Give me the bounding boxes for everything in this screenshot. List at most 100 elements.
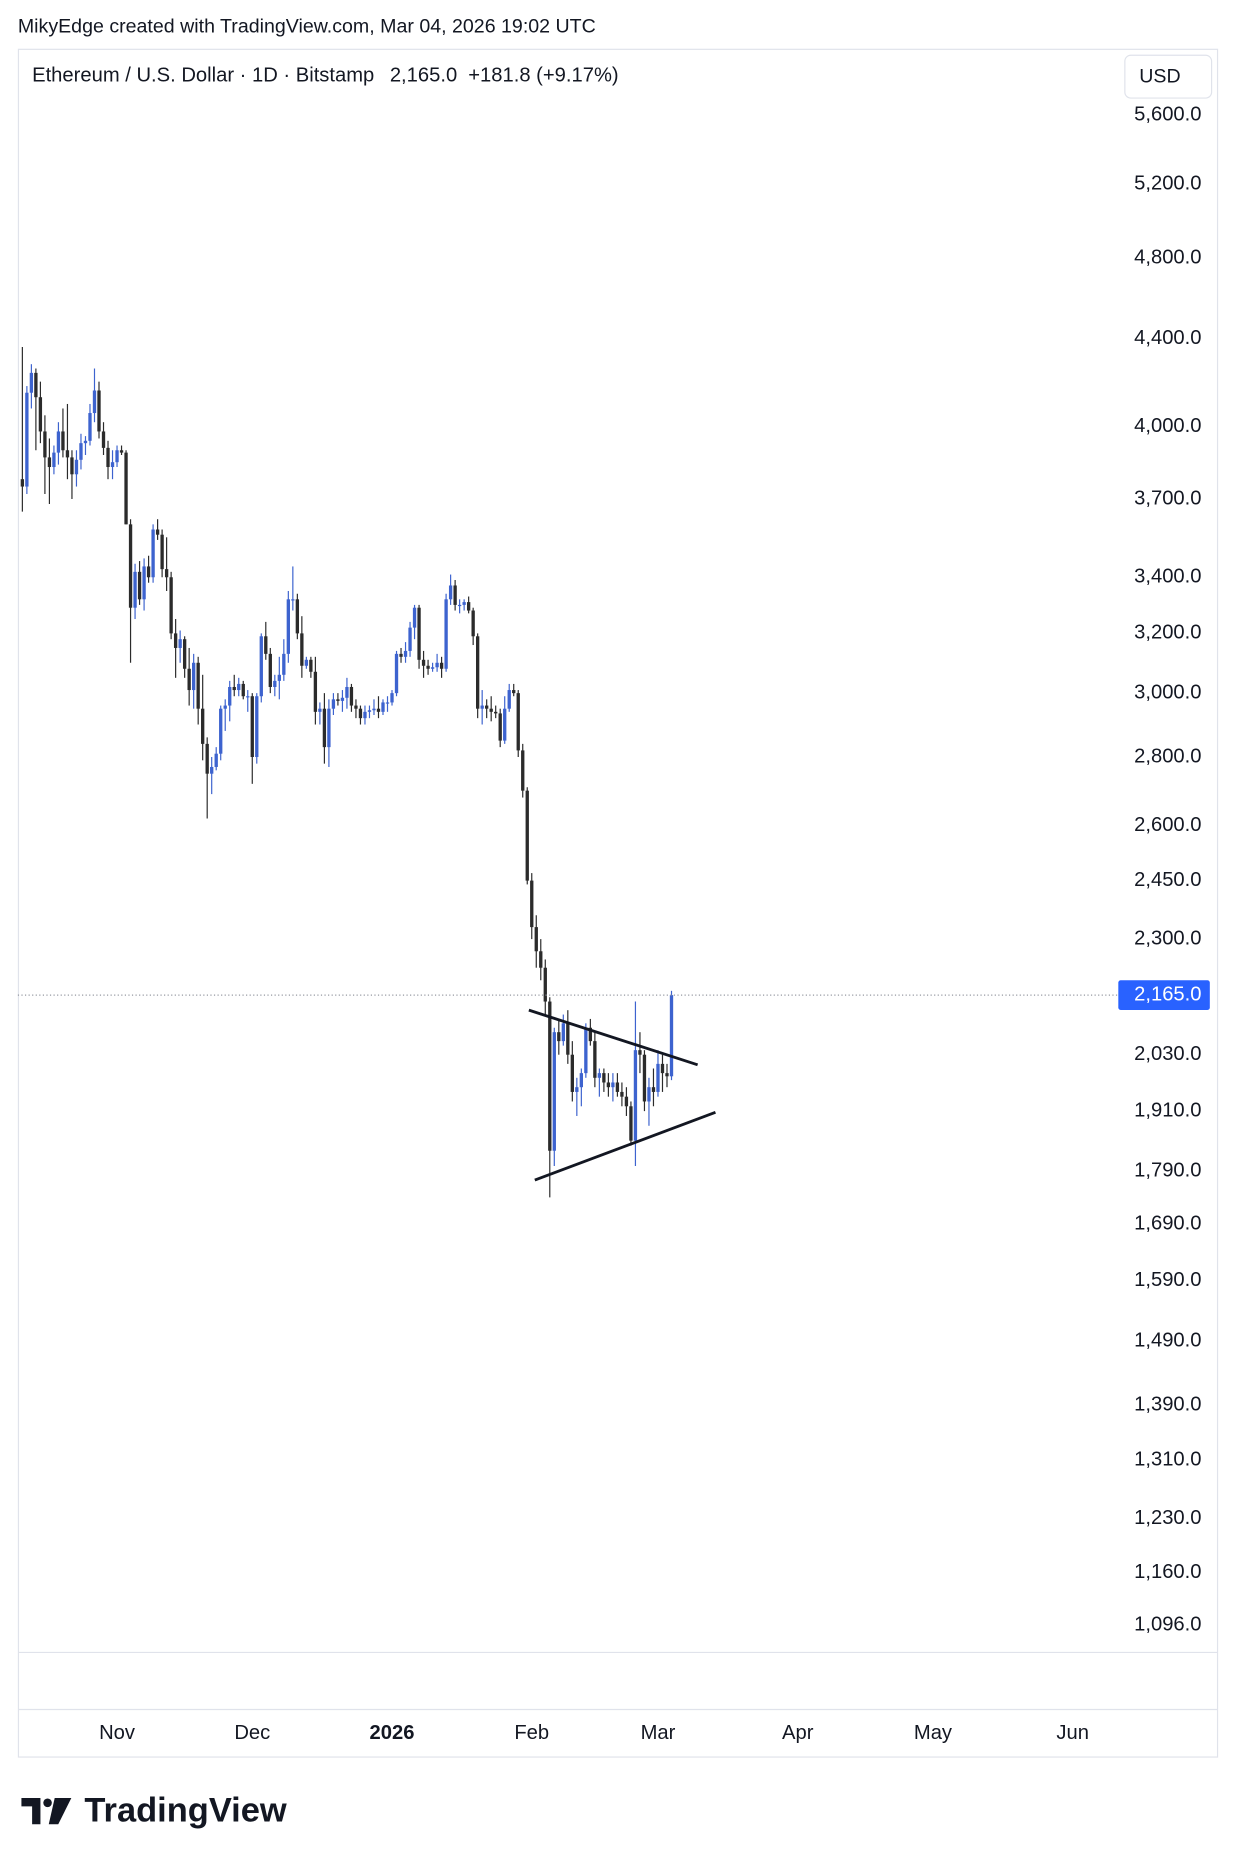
candle-body	[525, 790, 529, 881]
candle-body	[358, 708, 363, 719]
candle-body	[471, 610, 475, 637]
candle-body	[331, 699, 336, 709]
candle-body	[255, 696, 259, 758]
candle-body	[633, 1050, 638, 1141]
candle-body	[381, 702, 385, 712]
x-tick-label: Dec	[234, 1722, 270, 1744]
candle-body	[115, 450, 119, 463]
x-tick-label: Jun	[1056, 1722, 1089, 1744]
candle-body	[498, 713, 502, 741]
y-tick-label: 1,910.0	[1134, 1099, 1201, 1121]
candle-body	[507, 690, 511, 709]
y-tick-label: 1,690.0	[1134, 1213, 1201, 1235]
price-change: +181.8 (+9.17%)	[468, 64, 618, 86]
x-tick-label: 2026	[370, 1722, 415, 1744]
candle-body	[606, 1082, 611, 1088]
candle-body	[124, 452, 128, 525]
candle-body	[426, 665, 430, 669]
candle-body	[385, 702, 390, 704]
candle-body	[259, 636, 263, 697]
candle-body	[408, 627, 412, 651]
candle-body	[25, 392, 29, 487]
logo-mark	[43, 1798, 52, 1808]
candle-body	[349, 686, 354, 706]
candle-body	[345, 686, 349, 698]
y-tick-label: 4,400.0	[1134, 327, 1201, 349]
candle-body	[47, 457, 52, 468]
candle-body	[313, 671, 318, 712]
candle-body	[462, 602, 466, 605]
candle-body	[394, 653, 399, 694]
logo: TradingView	[21, 1791, 287, 1829]
candle-body	[295, 599, 300, 634]
candle-body	[219, 708, 223, 754]
y-tick-label: 1,310.0	[1134, 1449, 1201, 1471]
candle-body	[435, 662, 439, 668]
candle-body	[543, 967, 547, 1002]
last-price-tag	[1118, 980, 1210, 1010]
candle-body	[228, 686, 232, 706]
y-tick-label: 1,490.0	[1134, 1329, 1201, 1351]
candle-body	[70, 457, 74, 475]
candle-body	[106, 447, 110, 468]
candle-body	[570, 1054, 574, 1092]
candle-body	[354, 705, 358, 709]
candle-body	[169, 577, 173, 634]
candle-body	[182, 639, 187, 669]
candle-body	[503, 708, 507, 741]
x-tick-label: May	[914, 1722, 953, 1744]
candle-body	[457, 604, 462, 607]
currency-label[interactable]: USD	[1139, 65, 1180, 87]
candle-body	[173, 633, 178, 648]
candle-body	[119, 450, 124, 453]
candle-body	[101, 431, 106, 448]
symbol-title: Ethereum / U.S. Dollar · 1D · Bitstamp	[32, 64, 374, 86]
y-tick-label: 2,300.0	[1134, 927, 1201, 949]
logo-mark	[21, 1798, 41, 1825]
candle-body	[110, 462, 115, 468]
y-tick-label: 1,230.0	[1134, 1507, 1201, 1529]
candle-body	[453, 585, 457, 605]
candle-body	[196, 662, 200, 709]
candle-body	[475, 636, 480, 709]
candle-body	[421, 659, 426, 666]
candle-body	[651, 1087, 656, 1092]
candle-body	[439, 662, 444, 669]
candle-body	[214, 753, 218, 767]
candle-body	[466, 602, 471, 611]
candle-body	[561, 1023, 565, 1042]
candle-body	[241, 683, 245, 697]
y-tick-label: 1,390.0	[1134, 1394, 1201, 1416]
candle-body	[142, 566, 146, 600]
x-tick-label: Nov	[99, 1722, 136, 1744]
candle-body	[137, 571, 142, 600]
candle-body	[304, 659, 309, 666]
candle-body	[656, 1063, 660, 1092]
candle-body	[669, 995, 674, 1077]
currency-button[interactable]	[1124, 54, 1213, 99]
candle-body	[34, 372, 38, 398]
candle-body	[178, 639, 182, 648]
candle-body	[61, 431, 65, 451]
candle-body	[52, 452, 56, 468]
candle-body	[430, 667, 435, 669]
candle-body	[282, 653, 286, 675]
candle-body	[624, 1096, 629, 1107]
candle-body	[444, 599, 448, 669]
candle-body	[363, 711, 367, 719]
candle-body	[376, 708, 381, 712]
candle-body	[128, 524, 133, 608]
candle-body	[512, 690, 516, 694]
candle-body	[390, 693, 394, 703]
candle-body	[232, 686, 236, 691]
candle-body	[372, 708, 376, 711]
candle-body	[629, 1106, 633, 1141]
candle-body	[516, 693, 520, 751]
candle-body	[412, 607, 417, 628]
candle-body	[322, 708, 327, 748]
candle-body	[38, 397, 43, 432]
candle-body	[92, 390, 97, 414]
candle-body	[399, 653, 403, 657]
